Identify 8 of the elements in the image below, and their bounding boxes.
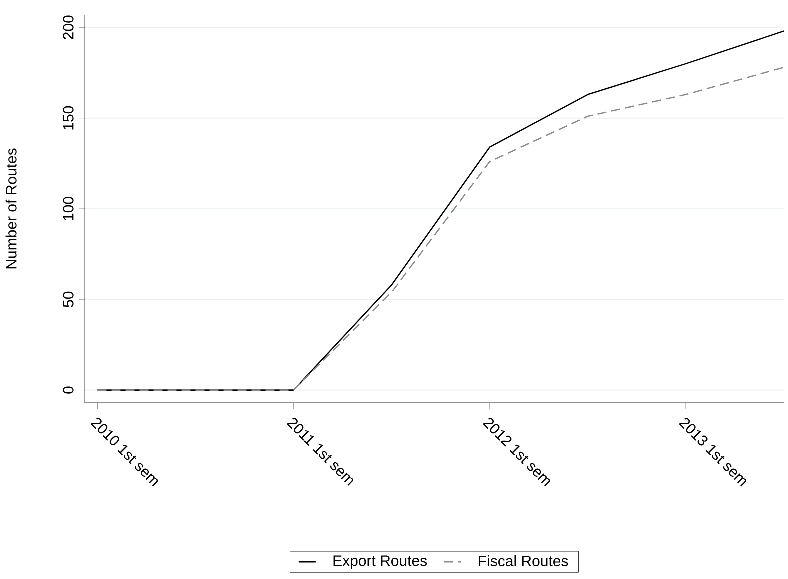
y-axis-title: Number of Routes — [6, 148, 17, 269]
y-tick-label: 0 — [63, 386, 74, 394]
legend-label: Export Routes — [334, 556, 428, 570]
y-tick-label: 50 — [63, 292, 74, 308]
y-tick-label: 100 — [63, 197, 74, 220]
legend-label: Fiscal Routes — [479, 556, 568, 567]
y-tick-label: 200 — [63, 16, 74, 40]
y-tick-label: 150 — [63, 106, 74, 130]
